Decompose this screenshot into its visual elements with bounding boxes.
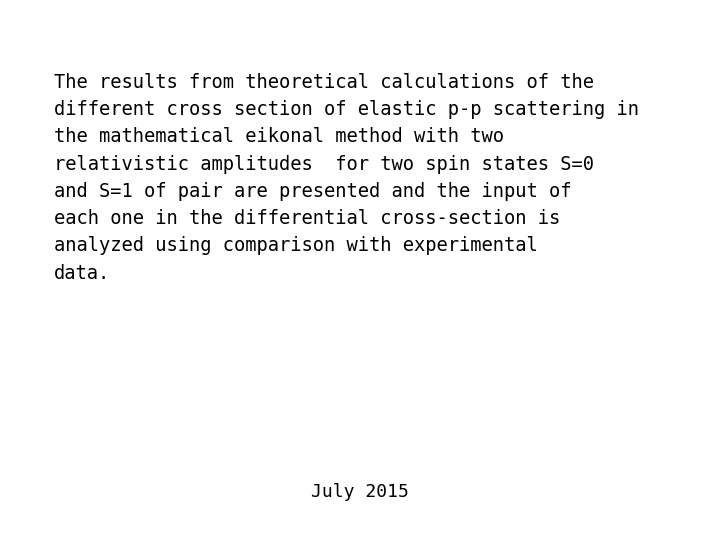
Text: July 2015: July 2015 bbox=[311, 483, 409, 502]
Text: The results from theoretical calculations of the
different cross section of elas: The results from theoretical calculation… bbox=[54, 73, 639, 282]
